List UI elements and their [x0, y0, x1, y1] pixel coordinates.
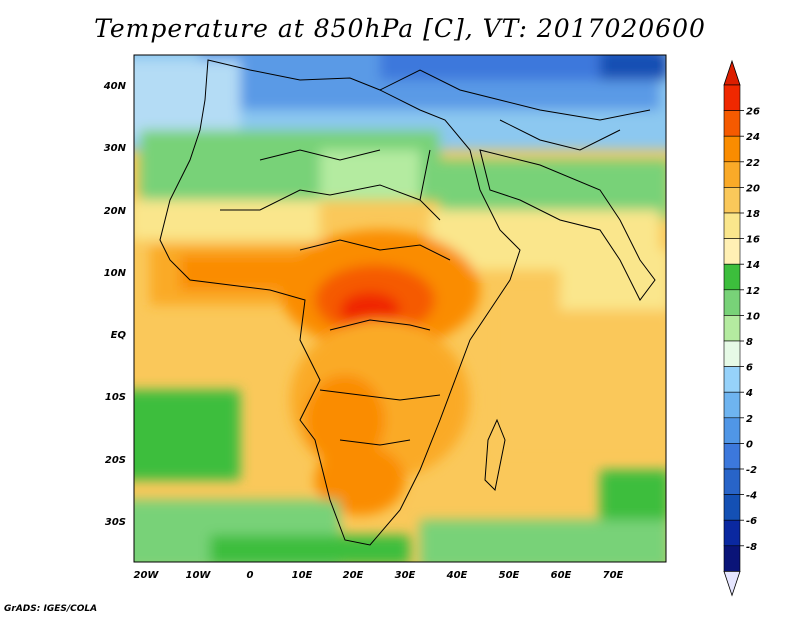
plot-frame [133, 54, 667, 563]
lon-label-20w: 20W [134, 570, 160, 581]
colorbar-swatch [723, 340, 741, 367]
colorbar-label: 18 [746, 209, 760, 220]
credit-footer: GrADS: IGES/COLA [4, 604, 98, 614]
lat-label-eq: EQ [111, 330, 127, 341]
colorbar-swatch [723, 135, 741, 163]
colorbar-swatch [723, 391, 741, 419]
colorbar-swatch [723, 468, 741, 495]
colorbar-label: -4 [746, 491, 757, 502]
lat-label-20s: 20S [105, 455, 126, 466]
colorbar-label: 16 [746, 235, 760, 246]
coastlines [159, 59, 656, 546]
lat-label-10n: 10N [104, 268, 127, 279]
colorbar-label: 6 [746, 363, 753, 374]
colorbar-label: 10 [746, 311, 760, 322]
colorbar-swatch [723, 289, 741, 316]
colorbar-label: 26 [746, 107, 760, 118]
colorbar-swatch [723, 315, 741, 342]
lat-label-40n: 40N [103, 81, 127, 92]
colorbar-swatch [723, 417, 741, 444]
colorbar-swatch [723, 84, 741, 111]
lon-label-50e: 50E [499, 570, 520, 581]
colorbar-swatch [723, 494, 741, 521]
colorbar-swatch [723, 187, 741, 214]
colorbar-bottom-arrow [723, 571, 741, 597]
colorbar-swatch [723, 366, 741, 393]
lat-label-30n: 30N [104, 143, 127, 154]
colorbar-swatch [723, 110, 741, 137]
colorbar-label: 4 [745, 388, 753, 399]
lat-label-20n: 20N [104, 206, 127, 217]
colorbar-swatch [723, 161, 741, 188]
colorbar-label: 14 [746, 260, 760, 271]
lon-label-30e: 30E [395, 570, 416, 581]
lon-label-10w: 10W [186, 570, 212, 581]
lon-axis: 20W 10W 0 10E 20E 30E 40E 50E 60E 70E [134, 570, 624, 581]
lon-label-40e: 40E [446, 570, 468, 581]
lat-label-30s: 30S [105, 517, 126, 528]
lon-label-60e: 60E [551, 570, 572, 581]
lon-label-10e: 10E [292, 570, 313, 581]
colorbar-label: 20 [746, 183, 760, 194]
lon-label-70e: 70E [603, 570, 624, 581]
colorbar-top-arrow [723, 59, 741, 86]
colorbar-label: -2 [746, 465, 757, 476]
colorbar-label: -6 [746, 516, 757, 527]
colorbar-label: 8 [746, 337, 753, 348]
colorbar-label: 24 [746, 132, 760, 143]
colorbar-label: 12 [746, 286, 760, 297]
colorbar-label: 2 [746, 414, 753, 425]
lat-axis: 40N 30N 20N 10N EQ 10S 20S 30S [103, 81, 127, 528]
lon-label-20e: 20E [343, 570, 364, 581]
lat-label-10s: 10S [105, 392, 126, 403]
colorbar-swatch [723, 212, 741, 239]
temperature-field [134, 55, 666, 562]
lon-label-0: 0 [247, 570, 254, 581]
colorbar-swatch [723, 545, 741, 572]
colorbar-swatch [723, 263, 741, 291]
colorbar-swatch [723, 519, 741, 547]
colorbar-label: 22 [746, 158, 760, 169]
colorbar-label: 0 [746, 439, 753, 450]
colorbar-swatch [723, 238, 741, 265]
colorbar-label: -8 [746, 542, 757, 553]
colorbar-swatch [723, 443, 741, 470]
map-title: Temperature at 850hPa [C], VT: 201702060… [94, 14, 706, 43]
